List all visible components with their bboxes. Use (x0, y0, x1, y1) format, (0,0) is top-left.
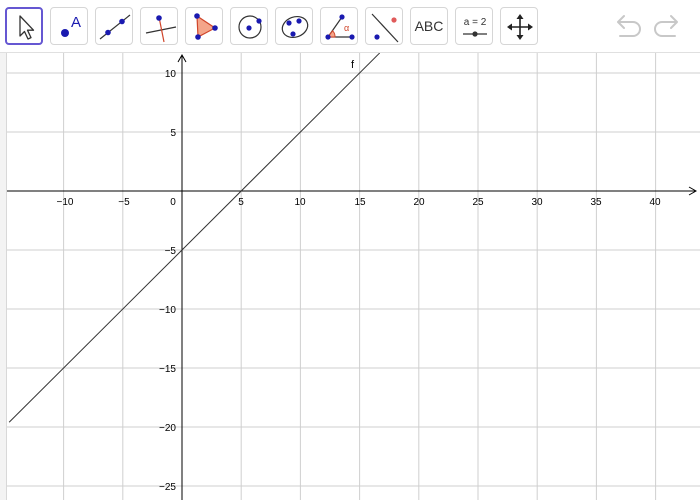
slider-icon: a = 2 (463, 17, 487, 37)
polygon-tool-button[interactable] (185, 7, 223, 45)
slider-tool-label: a = 2 (464, 17, 487, 28)
point-tool-label: A (71, 14, 81, 31)
toolbar: A (0, 0, 700, 53)
line-tool-button[interactable] (95, 7, 133, 45)
angle-icon: α (325, 14, 355, 40)
function-f-label[interactable]: f (351, 59, 355, 71)
undo-icon (617, 15, 641, 37)
y-tick-label: −15 (159, 364, 176, 375)
y-tick-label: −20 (159, 423, 176, 434)
perpendicular-line-tool-button[interactable] (140, 7, 178, 45)
function-layer: f (8, 53, 381, 423)
redo-icon (654, 15, 678, 37)
circle-center-point-icon (238, 15, 262, 39)
x-tick-label: 0 (170, 197, 176, 208)
slider-tool-button[interactable]: a = 2 (455, 7, 493, 45)
move-tool-button[interactable] (5, 7, 43, 45)
ellipse-icon (281, 16, 309, 38)
x-tick-label: 25 (472, 197, 484, 208)
move-arrows-icon (507, 14, 533, 40)
y-tick-label: −25 (159, 482, 176, 493)
x-tick-label: 35 (590, 197, 602, 208)
axes (7, 53, 698, 500)
y-tick-label: 5 (170, 128, 176, 139)
reflect-about-line-icon (371, 13, 399, 43)
text-tool-label: ABC (414, 18, 444, 34)
point-icon: A (61, 14, 81, 37)
y-tick-label: 10 (165, 69, 177, 80)
x-tick-label: 5 (238, 197, 244, 208)
move-graphics-view-button[interactable] (500, 7, 538, 45)
undo-button[interactable] (614, 11, 644, 41)
redo-button[interactable] (651, 11, 681, 41)
angle-tool-label: α (344, 23, 349, 33)
y-axis-arrow (177, 53, 187, 63)
conic-tool-button[interactable] (275, 7, 313, 45)
angle-tool-button[interactable]: α (320, 7, 358, 45)
coordinate-plane[interactable]: −10 −5 0 5 10 15 20 25 30 35 40 10 5 −5 … (7, 53, 700, 500)
function-f-line[interactable] (8, 53, 381, 423)
point-tool-button[interactable]: A (50, 7, 88, 45)
x-tick-label: 20 (413, 197, 425, 208)
x-tick-label: −10 (57, 197, 74, 208)
polygon-icon (194, 13, 218, 40)
y-tick-label: −5 (165, 246, 177, 257)
circle-tool-button[interactable] (230, 7, 268, 45)
x-tick-label: −5 (118, 197, 130, 208)
reflect-tool-button[interactable] (365, 7, 403, 45)
algebra-view-divider[interactable] (0, 53, 7, 500)
x-tick-label: 30 (531, 197, 543, 208)
graphics-view[interactable]: −10 −5 0 5 10 15 20 25 30 35 40 10 5 −5 … (7, 53, 700, 500)
y-tick-label: −10 (159, 305, 176, 316)
x-tick-label: 10 (294, 197, 306, 208)
line-icon (99, 14, 131, 40)
x-tick-label: 40 (649, 197, 661, 208)
cursor-arrow-icon (19, 15, 35, 40)
text-tool-button[interactable]: ABC (410, 7, 448, 45)
tick-labels: −10 −5 0 5 10 15 20 25 30 35 40 10 5 −5 … (57, 69, 661, 493)
x-tick-label: 15 (354, 197, 366, 208)
perpendicular-line-icon (145, 15, 177, 43)
grid (7, 53, 700, 500)
x-axis-arrow (688, 186, 698, 196)
